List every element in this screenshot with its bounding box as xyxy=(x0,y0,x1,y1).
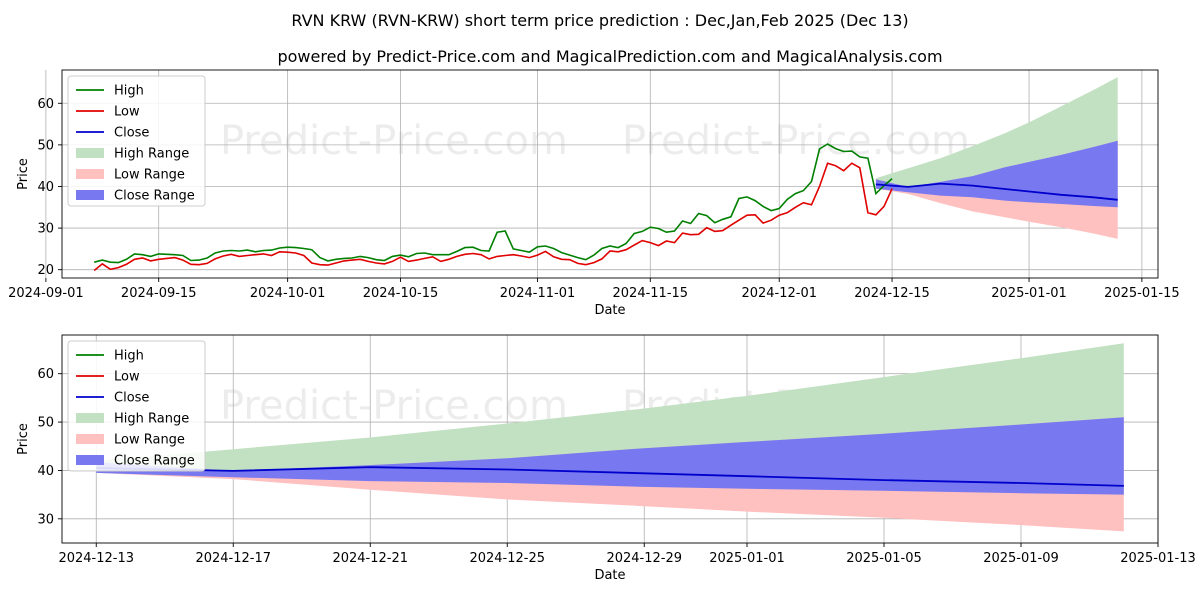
bottom-y-tick-label-2: 50 xyxy=(37,416,54,431)
top-x-axis-title: Date xyxy=(594,303,625,318)
bottom-close-line xyxy=(96,466,1124,487)
bottom-x-tick-label-4: 2024-12-29 xyxy=(606,551,682,566)
bottom-y-tick-label-1: 40 xyxy=(37,464,54,479)
top-legend-label-high-range: High Range xyxy=(114,147,189,162)
top-high-line xyxy=(93,143,893,264)
top-watermark-left: Predict-Price.com xyxy=(220,118,568,164)
top-x-tick-label-0: 2024-09-01 xyxy=(8,286,84,301)
bottom-y-tick-label-0: 30 xyxy=(37,512,54,527)
top-low-line xyxy=(93,162,893,272)
chart-title: RVN KRW (RVN-KRW) short term price predi… xyxy=(291,11,908,30)
top-x-tick-label-4: 2024-11-01 xyxy=(500,286,576,301)
top-y-tick-label-3: 50 xyxy=(37,138,54,153)
top-y-tick-label-2: 40 xyxy=(37,180,54,195)
bottom-watermark-left: Predict-Price.com xyxy=(220,383,568,429)
top-legend-swatch-high-range xyxy=(76,148,104,158)
bottom-legend-label-low-range: Low Range xyxy=(114,433,185,448)
bottom-x-tick-label-6: 2025-01-05 xyxy=(846,551,922,566)
bottom-legend: High Low Close High Range Low Range Close Ran… xyxy=(67,340,206,472)
bottom-x-tick-label-3: 2024-12-25 xyxy=(469,551,545,566)
top-legend-label-close-range: Close Range xyxy=(114,189,195,204)
top-legend-label-low-range: Low Range xyxy=(114,168,185,183)
top-x-tick-label-8: 2025-01-01 xyxy=(991,286,1067,301)
chart-subtitle: powered by Predict-Price.com and Magical… xyxy=(277,47,942,66)
bottom-x-tick-label-2: 2024-12-21 xyxy=(332,551,408,566)
top-x-tick-label-7: 2024-12-15 xyxy=(854,286,930,301)
bottom-axes-frame xyxy=(61,334,1159,544)
bottom-x-tick-label-1: 2024-12-17 xyxy=(195,551,271,566)
bottom-x-axis-title: Date xyxy=(594,568,625,583)
bottom-legend-swatch-low-range xyxy=(76,434,104,444)
top-y-axis-title: Price xyxy=(16,158,31,190)
bottom-y-tick-label-3: 60 xyxy=(37,367,54,382)
top-legend-swatch-close-range xyxy=(76,190,104,200)
bottom-legend-label-high-range: High Range xyxy=(114,412,189,427)
panel-top: Predict-Price.com Predict-Price.com 2024-0… xyxy=(8,69,1180,318)
top-close-range-band xyxy=(875,140,1118,208)
top-legend-label-low: Low xyxy=(114,105,140,120)
top-x-tick-label-9: 2025-01-15 xyxy=(1104,286,1180,301)
top-x-tick-label-3: 2024-10-15 xyxy=(363,286,439,301)
bottom-x-tick-label-5: 2025-01-01 xyxy=(709,551,785,566)
top-x-tick-label-5: 2024-11-15 xyxy=(613,286,689,301)
top-y-tick-label-0: 20 xyxy=(37,263,54,278)
bottom-legend-swatch-high-range xyxy=(76,413,104,423)
top-x-tick-label-1: 2024-09-15 xyxy=(121,286,197,301)
bottom-x-tick-label-0: 2024-12-13 xyxy=(58,551,134,566)
bottom-series-group xyxy=(96,343,1124,532)
top-watermark-right: Predict-Price.com xyxy=(622,118,970,164)
bottom-x-tick-label-8: 2025-01-13 xyxy=(1120,551,1196,566)
top-close-line xyxy=(875,182,1118,201)
bottom-legend-label-high: High xyxy=(114,349,144,364)
top-series-group xyxy=(93,77,1118,272)
bottom-y-axis-title: Price xyxy=(16,423,31,455)
bottom-legend-label-close: Close xyxy=(114,391,149,406)
top-y-tick-label-1: 30 xyxy=(37,222,54,237)
bottom-legend-label-low: Low xyxy=(114,370,140,385)
top-legend-label-high: High xyxy=(114,84,144,99)
panel-bottom: Predict-Price.comPredict-Price.com2024-1… xyxy=(16,334,1196,583)
bottom-legend-label-close-range: Close Range xyxy=(114,454,195,469)
bottom-close-range-band xyxy=(96,417,1124,495)
top-y-tick-label-4: 60 xyxy=(37,97,54,112)
top-legend-label-close: Close xyxy=(114,126,149,141)
top-x-tick-label-2: 2024-10-01 xyxy=(250,286,326,301)
top-axes-frame xyxy=(61,69,1159,279)
top-legend: High Low Close High Range Low Range Close Ran… xyxy=(67,75,206,207)
top-x-tick-label-6: 2024-12-01 xyxy=(741,286,817,301)
top-legend-swatch-low-range xyxy=(76,169,104,179)
bottom-x-tick-label-7: 2025-01-09 xyxy=(983,551,1059,566)
bottom-legend-swatch-close-range xyxy=(76,455,104,465)
